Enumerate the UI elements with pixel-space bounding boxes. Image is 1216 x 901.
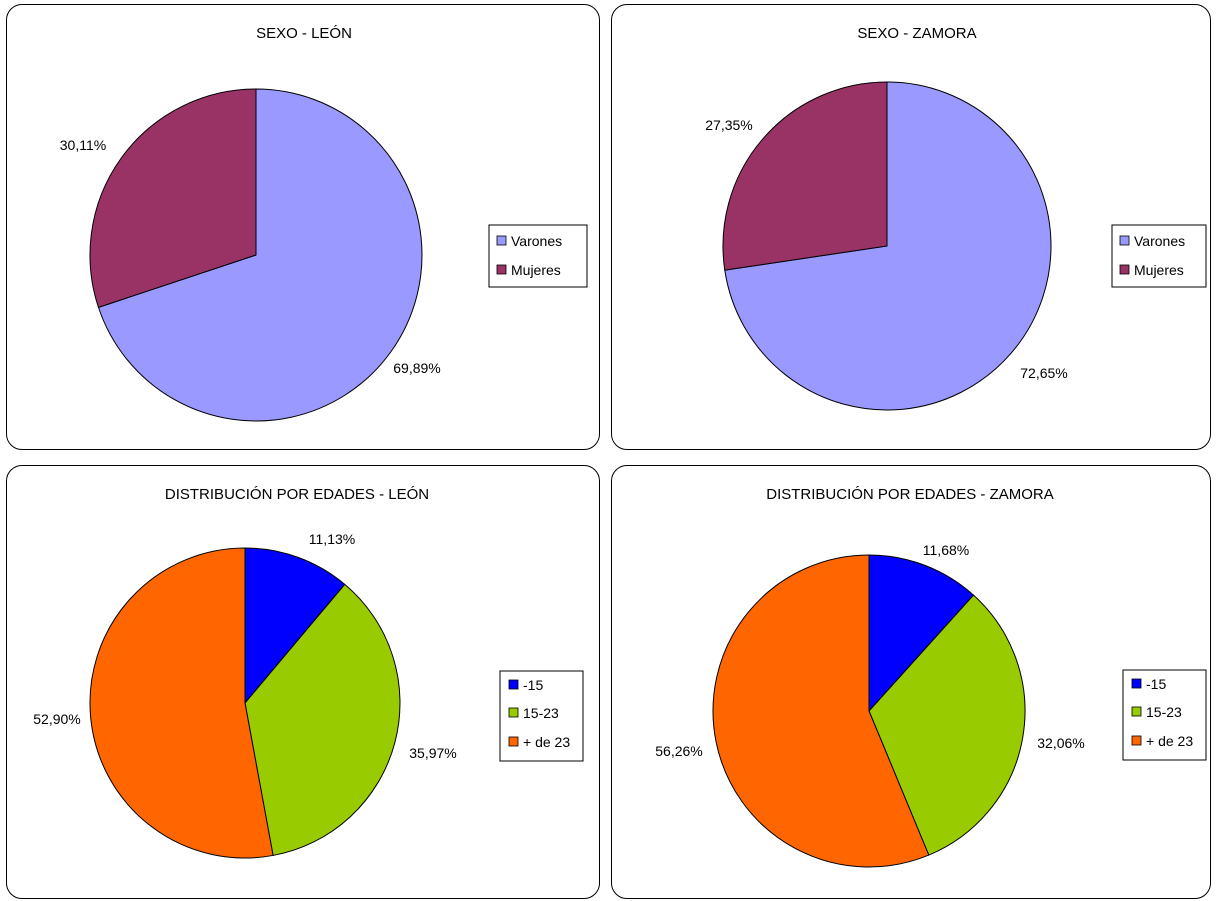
legend-label-15-23: 15-23 — [523, 705, 559, 721]
legend-label-varones: Varones — [511, 233, 562, 249]
pie-slice-15-23 — [868, 594, 1026, 856]
legend: Varones Mujeres — [1111, 224, 1207, 288]
data-label-mujeres: 30,11% — [60, 137, 106, 153]
pie-slice-mas-de-23 — [712, 554, 930, 868]
data-label-mas-de-23: 52,90% — [33, 711, 80, 727]
legend-label-mas-de-23: + de 23 — [523, 734, 570, 750]
chart-panel-sexo-leon: SEXO - LEÓN 69,89% 30,11% Varones Mujere… — [6, 4, 600, 450]
pie-chart-sexo-leon: SEXO - LEÓN 69,89% 30,11% Varones Mujere… — [60, 25, 588, 422]
legend-swatch-mujeres — [1119, 264, 1130, 275]
data-label-menos-15: 11,68% — [923, 542, 969, 558]
chart-title: DISTRIBUCIÓN POR EDADES - LEÓN — [165, 486, 429, 503]
data-label-menos-15: 11,13% — [309, 531, 355, 547]
legend-swatch-15-23 — [1131, 706, 1142, 717]
legend-swatch-varones — [496, 235, 507, 246]
chart-title: DISTRIBUCIÓN POR EDADES - ZAMORA — [766, 486, 1054, 503]
legend: -15 15-23 + de 23 — [499, 670, 584, 762]
chart-title: SEXO - LEÓN — [256, 25, 352, 42]
pie-chart-edades-zamora: DISTRIBUCIÓN POR EDADES - ZAMORA 11,68% … — [655, 486, 1207, 868]
legend-box — [1111, 224, 1207, 288]
legend-box — [488, 224, 588, 288]
chart-panel-edades-leon: DISTRIBUCIÓN POR EDADES - LEÓN 11,13% 35… — [6, 465, 600, 899]
legend-label-mujeres: Mujeres — [1134, 262, 1184, 278]
legend-swatch-mas-de-23 — [1131, 735, 1142, 746]
legend-swatch-menos-15 — [508, 679, 519, 690]
data-label-mujeres: 27,35% — [705, 117, 752, 133]
pie-chart-edades-leon: DISTRIBUCIÓN POR EDADES - LEÓN 11,13% 35… — [33, 486, 584, 859]
data-label-15-23: 32,06% — [1037, 735, 1084, 751]
legend-label-mas-de-23: + de 23 — [1146, 733, 1193, 749]
chart-title: SEXO - ZAMORA — [857, 25, 976, 42]
legend-swatch-15-23 — [508, 707, 519, 718]
legend-label-menos-15: -15 — [1146, 676, 1166, 692]
pie-slices — [89, 547, 401, 859]
pie-chart-sexo-zamora: SEXO - ZAMORA 72,65% 27,35% Varones Muje… — [705, 25, 1207, 411]
pie-slice-mujeres — [722, 81, 888, 271]
data-label-varones: 69,89% — [393, 360, 440, 376]
legend-label-mujeres: Mujeres — [511, 262, 561, 278]
legend-swatch-varones — [1119, 235, 1130, 246]
pie-slice-menos-15 — [868, 554, 975, 713]
pie-slices — [722, 81, 1052, 411]
data-label-15-23: 35,97% — [409, 745, 456, 761]
pie-slice-15-23 — [244, 583, 401, 857]
legend-swatch-menos-15 — [1131, 678, 1142, 689]
legend: Varones Mujeres — [488, 224, 588, 288]
pie-slice-varones — [724, 81, 1052, 411]
legend-swatch-mujeres — [496, 264, 507, 275]
data-label-varones: 72,65% — [1020, 365, 1067, 381]
pie-slice-menos-15 — [244, 547, 346, 705]
chart-panel-edades-zamora: DISTRIBUCIÓN POR EDADES - ZAMORA 11,68% … — [611, 465, 1211, 899]
legend-label-15-23: 15-23 — [1146, 704, 1182, 720]
legend-label-menos-15: -15 — [523, 677, 543, 693]
pie-slices — [89, 88, 423, 422]
pie-slice-mujeres — [89, 88, 257, 309]
legend: -15 15-23 + de 23 — [1122, 669, 1207, 761]
pie-slices — [712, 554, 1026, 868]
data-label-mas-de-23: 56,26% — [655, 743, 702, 759]
pie-slice-varones — [97, 88, 423, 422]
chart-panel-sexo-zamora: SEXO - ZAMORA 72,65% 27,35% Varones Muje… — [611, 4, 1211, 450]
pie-slice-mas-de-23 — [89, 547, 274, 859]
legend-label-varones: Varones — [1134, 233, 1185, 249]
legend-swatch-mas-de-23 — [508, 736, 519, 747]
